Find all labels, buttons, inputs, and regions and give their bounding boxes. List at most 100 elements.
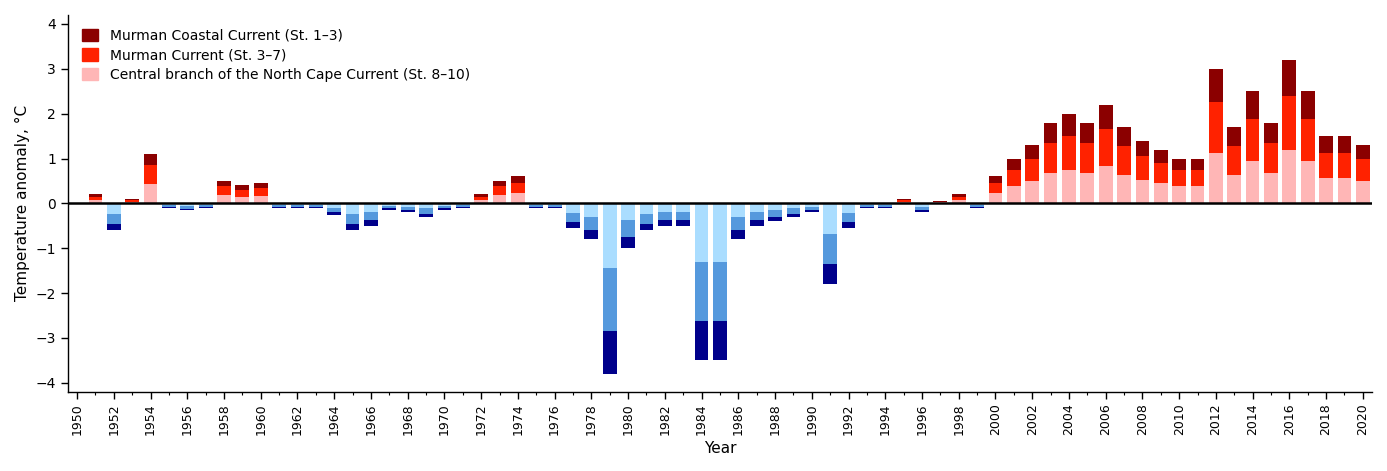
Bar [1117, 127, 1130, 146]
Bar [180, 209, 194, 210]
Bar [713, 321, 727, 360]
Bar [401, 207, 415, 210]
Bar [144, 184, 157, 203]
Bar [731, 217, 745, 230]
Bar [548, 207, 562, 208]
Bar [824, 234, 836, 264]
Bar [989, 193, 1003, 203]
Bar [750, 212, 764, 220]
Bar [254, 183, 268, 188]
Bar [530, 207, 544, 208]
Bar [786, 214, 800, 217]
Bar [657, 203, 671, 212]
Bar [1190, 170, 1204, 187]
Bar [1062, 136, 1076, 170]
Bar [272, 203, 286, 205]
Bar [198, 205, 212, 207]
Bar [1283, 60, 1297, 96]
Bar [327, 203, 341, 208]
Bar [951, 200, 965, 203]
Bar [731, 203, 745, 217]
Bar [437, 208, 451, 210]
Bar [456, 205, 470, 207]
Bar [89, 195, 103, 197]
Bar [510, 193, 524, 203]
Bar [1319, 178, 1333, 203]
Bar [1172, 187, 1186, 203]
Bar [621, 237, 635, 248]
Bar [824, 203, 836, 234]
Bar [1007, 170, 1021, 187]
Bar [584, 217, 598, 230]
Bar [860, 205, 874, 207]
Bar [1117, 175, 1130, 203]
Bar [437, 203, 451, 206]
Bar [584, 230, 598, 239]
Bar [363, 220, 377, 226]
Bar [897, 199, 910, 200]
Bar [419, 208, 433, 214]
Bar [1209, 103, 1223, 153]
Bar [713, 203, 727, 262]
Bar [786, 208, 800, 214]
Bar [584, 203, 598, 217]
Bar [621, 220, 635, 237]
Bar [1264, 173, 1277, 203]
Bar [1043, 143, 1057, 173]
Bar [842, 213, 856, 222]
Bar [1283, 96, 1297, 150]
Bar [125, 202, 139, 203]
Bar [492, 181, 506, 187]
Bar [89, 197, 103, 200]
Bar [1301, 91, 1315, 119]
Bar [1172, 159, 1186, 170]
Bar [236, 197, 250, 203]
Bar [1246, 161, 1259, 203]
Bar [786, 203, 800, 208]
Bar [1007, 159, 1021, 170]
Bar [860, 207, 874, 208]
Bar [824, 264, 836, 284]
Bar [144, 154, 157, 165]
Bar [345, 203, 359, 214]
Bar [1264, 122, 1277, 143]
Bar [162, 203, 176, 205]
Bar [713, 262, 727, 321]
Bar [291, 205, 304, 207]
Bar [951, 197, 965, 200]
Bar [530, 205, 544, 207]
Bar [677, 220, 691, 226]
Bar [456, 203, 470, 205]
Bar [1136, 179, 1150, 203]
Bar [768, 210, 782, 217]
Bar [1356, 159, 1370, 181]
Bar [180, 206, 194, 209]
Bar [639, 214, 653, 224]
Bar [1227, 175, 1241, 203]
Bar [1227, 146, 1241, 175]
Bar [218, 195, 230, 203]
Bar [401, 210, 415, 212]
Bar [254, 188, 268, 196]
Bar [1025, 145, 1039, 159]
Bar [1209, 153, 1223, 203]
Bar [1283, 150, 1297, 203]
Bar [915, 207, 929, 210]
Bar [327, 208, 341, 212]
Bar [657, 212, 671, 220]
Bar [474, 195, 488, 197]
Bar [566, 213, 580, 222]
Bar [162, 207, 176, 208]
Bar [1337, 178, 1351, 203]
Bar [272, 207, 286, 208]
Bar [1062, 114, 1076, 136]
Bar [107, 214, 121, 224]
Bar [621, 203, 635, 220]
Bar [657, 220, 671, 226]
Bar [1007, 187, 1021, 203]
Bar [309, 203, 323, 205]
Bar [309, 207, 323, 208]
Bar [933, 202, 947, 203]
Bar [970, 205, 983, 207]
Bar [1337, 136, 1351, 153]
